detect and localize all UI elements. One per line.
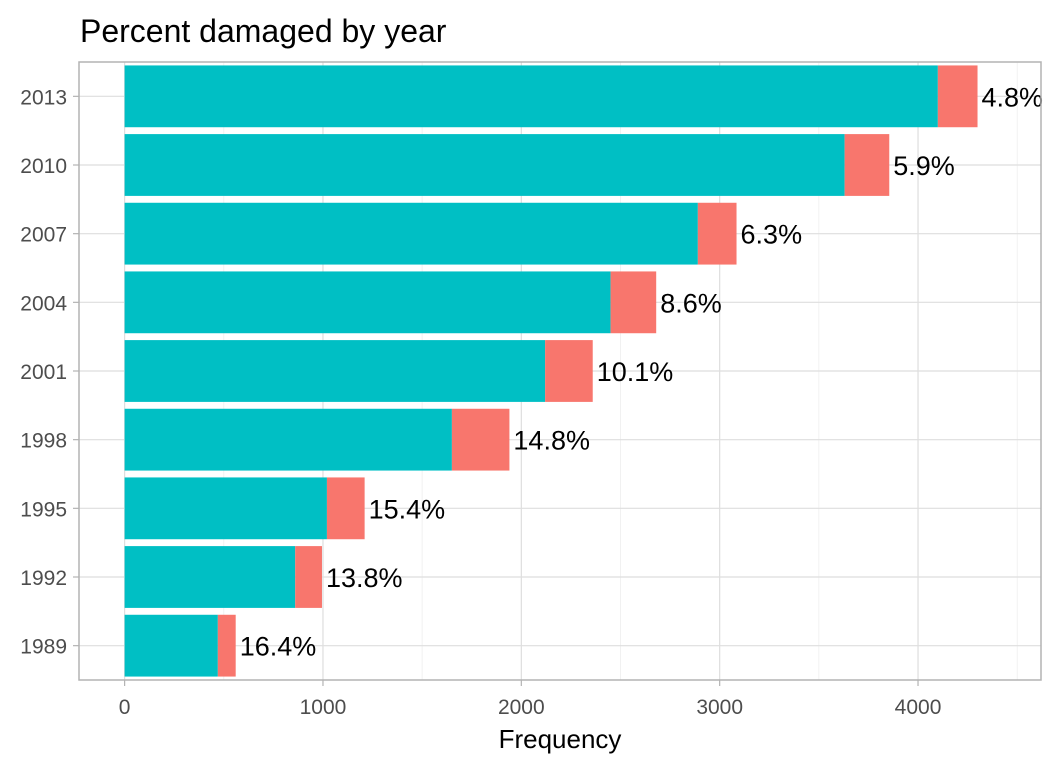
data-label-1989: 16.4% <box>240 632 317 662</box>
y-tick-label-2013: 2013 <box>20 86 67 109</box>
bar-1992-series-2 <box>295 546 322 608</box>
bar-2004-series-1 <box>124 271 611 334</box>
data-label-1995: 15.4% <box>369 494 446 524</box>
bar-2001-series-1 <box>124 340 546 402</box>
bar-1995-series-1 <box>124 477 327 540</box>
data-label-2004: 8.6% <box>660 288 722 318</box>
y-tick-label-2004: 2004 <box>20 292 67 315</box>
data-label-2007: 6.3% <box>741 220 803 250</box>
bar-1992-series-1 <box>124 546 296 608</box>
bar-2001-series-2 <box>545 340 593 402</box>
data-label-2013: 4.8% <box>982 82 1044 112</box>
data-labels: 16.4% 13.8% 15.4% 14.8% 10.1% 8.6% 6.3% 5.9% 4.8… <box>240 82 1043 661</box>
x-tick-label: 4000 <box>895 696 942 719</box>
bars <box>124 65 978 677</box>
bar-2013-series-1 <box>124 65 938 128</box>
bar-2007-series-2 <box>697 202 737 265</box>
data-label-1998: 14.8% <box>513 426 590 456</box>
y-tick-label-2001: 2001 <box>20 361 67 384</box>
bar-2013-series-2 <box>937 65 978 128</box>
x-axis: 0 1000 2000 3000 4000 <box>119 680 942 719</box>
bar-2004-series-2 <box>610 271 657 334</box>
bar-1998-series-1 <box>124 408 452 471</box>
y-tick-label-2010: 2010 <box>20 155 67 178</box>
y-tick-label-1992: 1992 <box>20 567 67 590</box>
bar-2010-series-2 <box>844 134 890 196</box>
bar-1989-series-2 <box>217 614 236 677</box>
bar-1989-series-1 <box>124 614 218 677</box>
data-label-1992: 13.8% <box>326 563 403 593</box>
x-axis-title: Frequency <box>499 724 622 754</box>
x-tick-label: 1000 <box>300 696 347 719</box>
bar-1998-series-2 <box>451 408 510 471</box>
y-tick-label-2007: 2007 <box>20 224 67 247</box>
x-tick-label: 3000 <box>696 696 743 719</box>
chart-title: Percent damaged by year <box>80 13 447 49</box>
bar-2007-series-1 <box>124 202 698 265</box>
y-tick-label-1998: 1998 <box>20 430 67 453</box>
bar-1995-series-2 <box>326 477 365 540</box>
y-tick-label-1989: 1989 <box>20 636 67 659</box>
data-label-2001: 10.1% <box>597 357 674 387</box>
x-tick-label: 0 <box>119 696 131 719</box>
y-tick-label-1995: 1995 <box>20 498 67 521</box>
x-tick-label: 2000 <box>498 696 545 719</box>
data-label-2010: 5.9% <box>893 151 955 181</box>
y-axis: 1989 1992 1995 1998 2001 2004 2007 2010 2013 <box>20 86 79 659</box>
bar-2010-series-1 <box>124 134 845 196</box>
